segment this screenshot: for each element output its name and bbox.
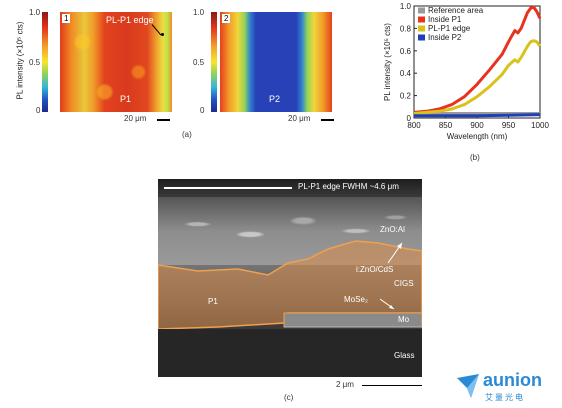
x-tick-label: 850 [439, 121, 453, 130]
caption-b: (b) [470, 153, 480, 162]
caption-c: (c) [284, 393, 294, 402]
map-1-p1-label: P1 [120, 94, 132, 104]
colorbar-2 [211, 12, 217, 112]
y-tick-label: 0.2 [400, 92, 412, 101]
map-1-scale-label: 20 μm [124, 114, 147, 123]
layer-mo: Mo [398, 315, 410, 324]
layer-glass: Glass [394, 351, 415, 360]
pl-map-1: 1 PL-P1 edge P1 [60, 12, 172, 112]
annotation-arrows [379, 242, 403, 310]
watermark-brand: aunion [483, 370, 542, 390]
colorbar-1 [42, 12, 48, 112]
legend-label-3: Inside P2 [428, 33, 462, 42]
x-tick-label: 950 [502, 121, 516, 130]
legend-swatch-1 [418, 16, 425, 23]
series-line-3 [414, 113, 541, 118]
legend-swatch-3 [418, 34, 425, 41]
p1-highlight-region [158, 240, 422, 377]
colorbar-1-tick-top: 1.0 [29, 8, 41, 17]
x-tick-label: 1000 [531, 121, 549, 130]
y-tick-label: 0.4 [400, 69, 412, 78]
x-axis-label: Wavelength (nm) [447, 132, 508, 141]
colorbar-2-tick-bottom: 0 [200, 106, 205, 115]
sem-scale-label: 2 μm [336, 380, 354, 389]
colorbar-2-tick-top: 1.0 [193, 8, 205, 17]
edge-pointer-dot [161, 33, 164, 36]
edge-pointer-line [151, 24, 162, 36]
panel-c-sem-image: PL-P1 edge FWHM ~4.6 μm ZnO:Al i:ZnO/CdS… [158, 179, 422, 377]
map-2-scale-label: 20 μm [288, 114, 311, 123]
colorbar-1-tick-mid: 0.5 [29, 58, 41, 67]
panel-b-chart: 0 0.2 0.4 0.6 0.8 1.0 800 850 900 950 1000 Waveleng… [383, 2, 549, 141]
p1-label: P1 [208, 297, 218, 306]
fwhm-bar [164, 187, 292, 189]
x-tick-label: 800 [407, 121, 421, 130]
legend-swatch-0 [418, 7, 425, 14]
y-axis-label: PL intensity (×10⁵ cts) [383, 23, 392, 101]
map-1-number: 1 [62, 14, 71, 23]
pl-map-2: 2 P2 [220, 12, 332, 112]
y-tick-label: 0 [407, 114, 412, 123]
legend-label-0: Reference area [428, 6, 484, 15]
map-1-edge-label: PL-P1 edge [106, 15, 154, 25]
legend-swatch-2 [418, 25, 425, 32]
x-tick-label: 900 [470, 121, 484, 130]
layer-cigs: CIGS [394, 279, 414, 288]
series-line-1 [413, 5, 542, 114]
watermark-sub: 艾量光电 [485, 393, 525, 402]
layer-izno-cds: i:ZnO/CdS [356, 265, 394, 274]
colorbar-2-tick-mid: 0.5 [193, 58, 205, 67]
y-tick-label: 0.8 [400, 24, 412, 33]
watermark-logo: aunion 艾量光电 [455, 370, 555, 406]
map-2-number: 2 [222, 14, 231, 23]
legend-label-1: Inside P1 [428, 15, 462, 24]
map-1-scale-bar [157, 119, 170, 121]
caption-a: (a) [182, 130, 192, 139]
y-tick-label: 1.0 [400, 2, 412, 11]
map-2-p2-label: P2 [269, 94, 281, 104]
map-2-scale-bar [321, 119, 334, 121]
series-line-2 [413, 39, 542, 115]
legend-label-2: PL-P1 edge [428, 24, 471, 33]
sem-scale-bar [362, 385, 422, 386]
colorbar-axis-label: PL intensity (×10⁵ cts) [15, 21, 25, 100]
layer-zno-al: ZnO:Al [380, 225, 405, 234]
colorbar-1-tick-bottom: 0 [36, 106, 41, 115]
y-tick-label: 0.6 [400, 47, 412, 56]
layer-mose2: MoSe₂ [344, 295, 369, 304]
aunion-logo-icon [457, 374, 479, 398]
fwhm-label: PL-P1 edge FWHM ~4.6 μm [298, 182, 399, 191]
